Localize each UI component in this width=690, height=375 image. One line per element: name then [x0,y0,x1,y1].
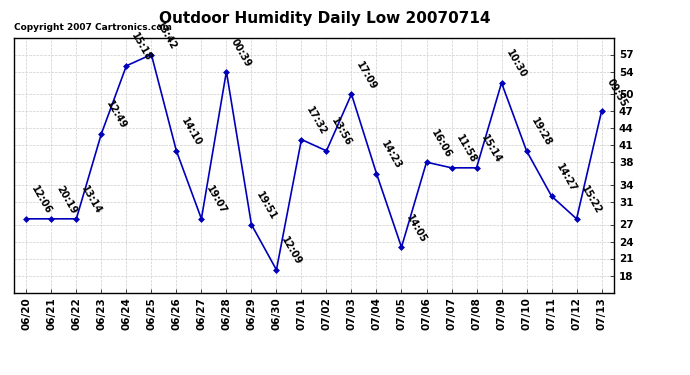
Text: 19:28: 19:28 [529,116,553,148]
Text: 10:30: 10:30 [504,48,529,80]
Text: 15:22: 15:22 [580,184,604,216]
Text: 11:58: 11:58 [454,133,479,165]
Text: 14:27: 14:27 [554,162,578,194]
Text: 15:14: 15:14 [480,133,504,165]
Text: 17:09: 17:09 [354,60,378,92]
Text: 13:14: 13:14 [79,184,104,216]
Text: Outdoor Humidity Daily Low 20070714: Outdoor Humidity Daily Low 20070714 [159,11,490,26]
Text: 14:05: 14:05 [404,213,428,244]
Text: 19:51: 19:51 [254,190,278,222]
Text: Copyright 2007 Cartronics.com: Copyright 2007 Cartronics.com [14,23,172,32]
Text: 14:10: 14:10 [179,116,204,148]
Text: 12:06: 12:06 [29,184,53,216]
Text: 20:19: 20:19 [54,184,78,216]
Text: 16:06: 16:06 [429,128,453,159]
Text: 19:07: 19:07 [204,184,228,216]
Text: 15:18: 15:18 [129,31,153,63]
Text: 13:56: 13:56 [329,116,353,148]
Text: 12:09: 12:09 [279,235,304,267]
Text: 17:32: 17:32 [304,105,328,137]
Text: 00:39: 00:39 [229,37,253,69]
Text: 09:55: 09:55 [604,76,629,108]
Text: 12:49: 12:49 [104,99,128,131]
Text: 14:23: 14:23 [380,139,404,171]
Text: 13:42: 13:42 [154,20,178,52]
